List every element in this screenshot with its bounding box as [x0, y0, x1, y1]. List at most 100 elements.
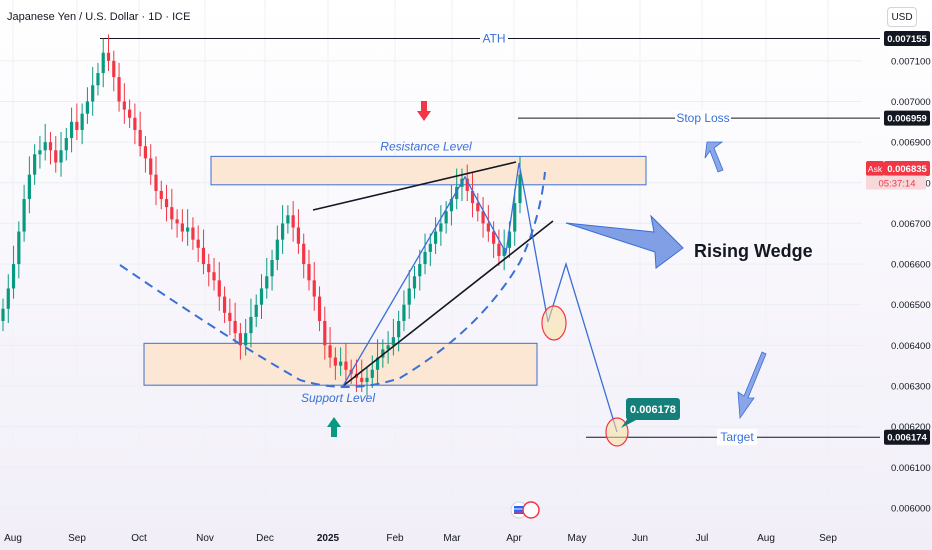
candle-body: [6, 288, 10, 309]
pattern-direction-arrow-icon: [565, 214, 684, 269]
candle-body: [275, 239, 279, 260]
candle-body: [381, 349, 385, 358]
target-label-bg: [717, 429, 757, 446]
y-tick-label: 0.006000: [891, 503, 931, 514]
candle-body: [59, 150, 63, 163]
stop-loss-up-arrow-icon: [704, 141, 724, 173]
x-tick-label: Mar: [443, 533, 461, 544]
candle-body: [365, 377, 369, 382]
candle-body: [180, 223, 184, 232]
y-tick-label: 0.006300: [891, 381, 931, 392]
wedge-lower-line: [342, 220, 554, 387]
candle-body: [64, 138, 68, 151]
x-tick-label: Oct: [131, 533, 147, 544]
candle-body: [302, 243, 306, 265]
candle-body: [286, 215, 290, 224]
candle-body: [1, 308, 5, 321]
candle-body: [106, 52, 111, 61]
target-price-tag-text: 0.006174: [887, 433, 927, 444]
support-up-arrow-icon: [327, 417, 341, 437]
candle-body: [22, 199, 26, 232]
candle-body: [159, 190, 163, 200]
candle-body: [149, 158, 153, 175]
candle-body: [128, 109, 132, 118]
y-tick-label: 0.007100: [891, 56, 931, 67]
candle-body: [196, 239, 200, 248]
ask-price-tag-text: 0.006835: [887, 164, 927, 175]
candle-body: [17, 231, 21, 265]
candle-body: [370, 369, 374, 378]
candle-body: [48, 142, 53, 151]
candle-body: [339, 361, 343, 366]
resistance-zone: [210, 155, 647, 186]
candle-body: [101, 52, 105, 74]
resistance-label: Resistance Level: [380, 139, 472, 153]
candle-body: [96, 73, 100, 86]
candle-body: [375, 357, 380, 370]
y-tick-label: 0.006400: [891, 341, 931, 352]
target-price-tag-bg: [884, 429, 930, 445]
target-label: Target: [720, 430, 754, 444]
candle-body: [412, 276, 417, 289]
candle-body: [433, 231, 438, 244]
candle-body: [80, 113, 84, 130]
candle-body: [449, 199, 454, 212]
candle-body: [502, 247, 506, 256]
candle-body: [270, 260, 274, 277]
candle-body: [360, 377, 364, 382]
target-bubble-pointer: [621, 418, 636, 428]
candle-body: [117, 77, 121, 102]
resistance-down-arrow-icon: [417, 101, 431, 121]
candle-body: [291, 215, 295, 228]
x-tick-label: Sep: [68, 533, 86, 544]
stop-loss-price-tag-text: 0.006959: [887, 114, 927, 125]
target-circle: [605, 417, 629, 447]
ask-price-tag-bg: [884, 161, 930, 177]
candle-body: [249, 316, 253, 334]
candle-body: [317, 296, 322, 321]
candle-body: [307, 264, 311, 281]
x-tick-label: Apr: [506, 533, 522, 544]
symbol-title: Japanese Yen / U.S. Dollar · 1D · ICE: [7, 11, 191, 23]
candle-body: [75, 121, 79, 130]
candle-body: [11, 264, 16, 289]
candle-body: [27, 174, 31, 200]
y-tick-label: 0.006500: [891, 300, 931, 311]
price-path-rally: [342, 162, 527, 387]
x-tick-label: Jun: [632, 533, 648, 544]
candle-body: [312, 280, 316, 297]
candle-body: [112, 60, 116, 78]
y-tick-label: 0.006600: [891, 260, 931, 271]
candle-body: [33, 154, 37, 175]
stop-loss-label-bg: [675, 110, 731, 127]
x-tick-label: Feb: [386, 533, 404, 544]
candle-body: [228, 312, 232, 321]
currency-button[interactable]: USD: [887, 7, 917, 27]
candle-body: [222, 296, 227, 313]
target-bubble-label: 0.006178: [630, 404, 676, 416]
candle-body: [333, 357, 337, 366]
ath-label-bg: [480, 30, 508, 47]
candle-body: [54, 150, 58, 163]
candle-body: [69, 121, 74, 139]
candle-body: [328, 345, 332, 358]
rounding-bottom-dashed-curve: [119, 171, 546, 389]
candle-body: [207, 264, 211, 273]
candle-body: [423, 251, 427, 265]
y-tick-label: 0.006900: [891, 138, 931, 149]
target-bubble-bg: [626, 398, 680, 420]
y-tick-label: 0.006100: [891, 463, 931, 474]
pattern-label: Rising Wedge: [694, 241, 813, 261]
candle-body: [281, 223, 285, 240]
candle-body: [397, 320, 401, 338]
x-tick-label: Sep: [819, 533, 837, 544]
ath-price-tag-bg: [884, 31, 930, 47]
candle-body: [133, 117, 137, 130]
retest-circle: [541, 305, 567, 341]
ask-tag-label: Ask: [868, 164, 883, 174]
ath-price-tag-text: 0.007155: [887, 34, 927, 45]
candle-body: [402, 304, 406, 321]
candle-body: [259, 288, 264, 305]
candle-body: [444, 211, 448, 224]
